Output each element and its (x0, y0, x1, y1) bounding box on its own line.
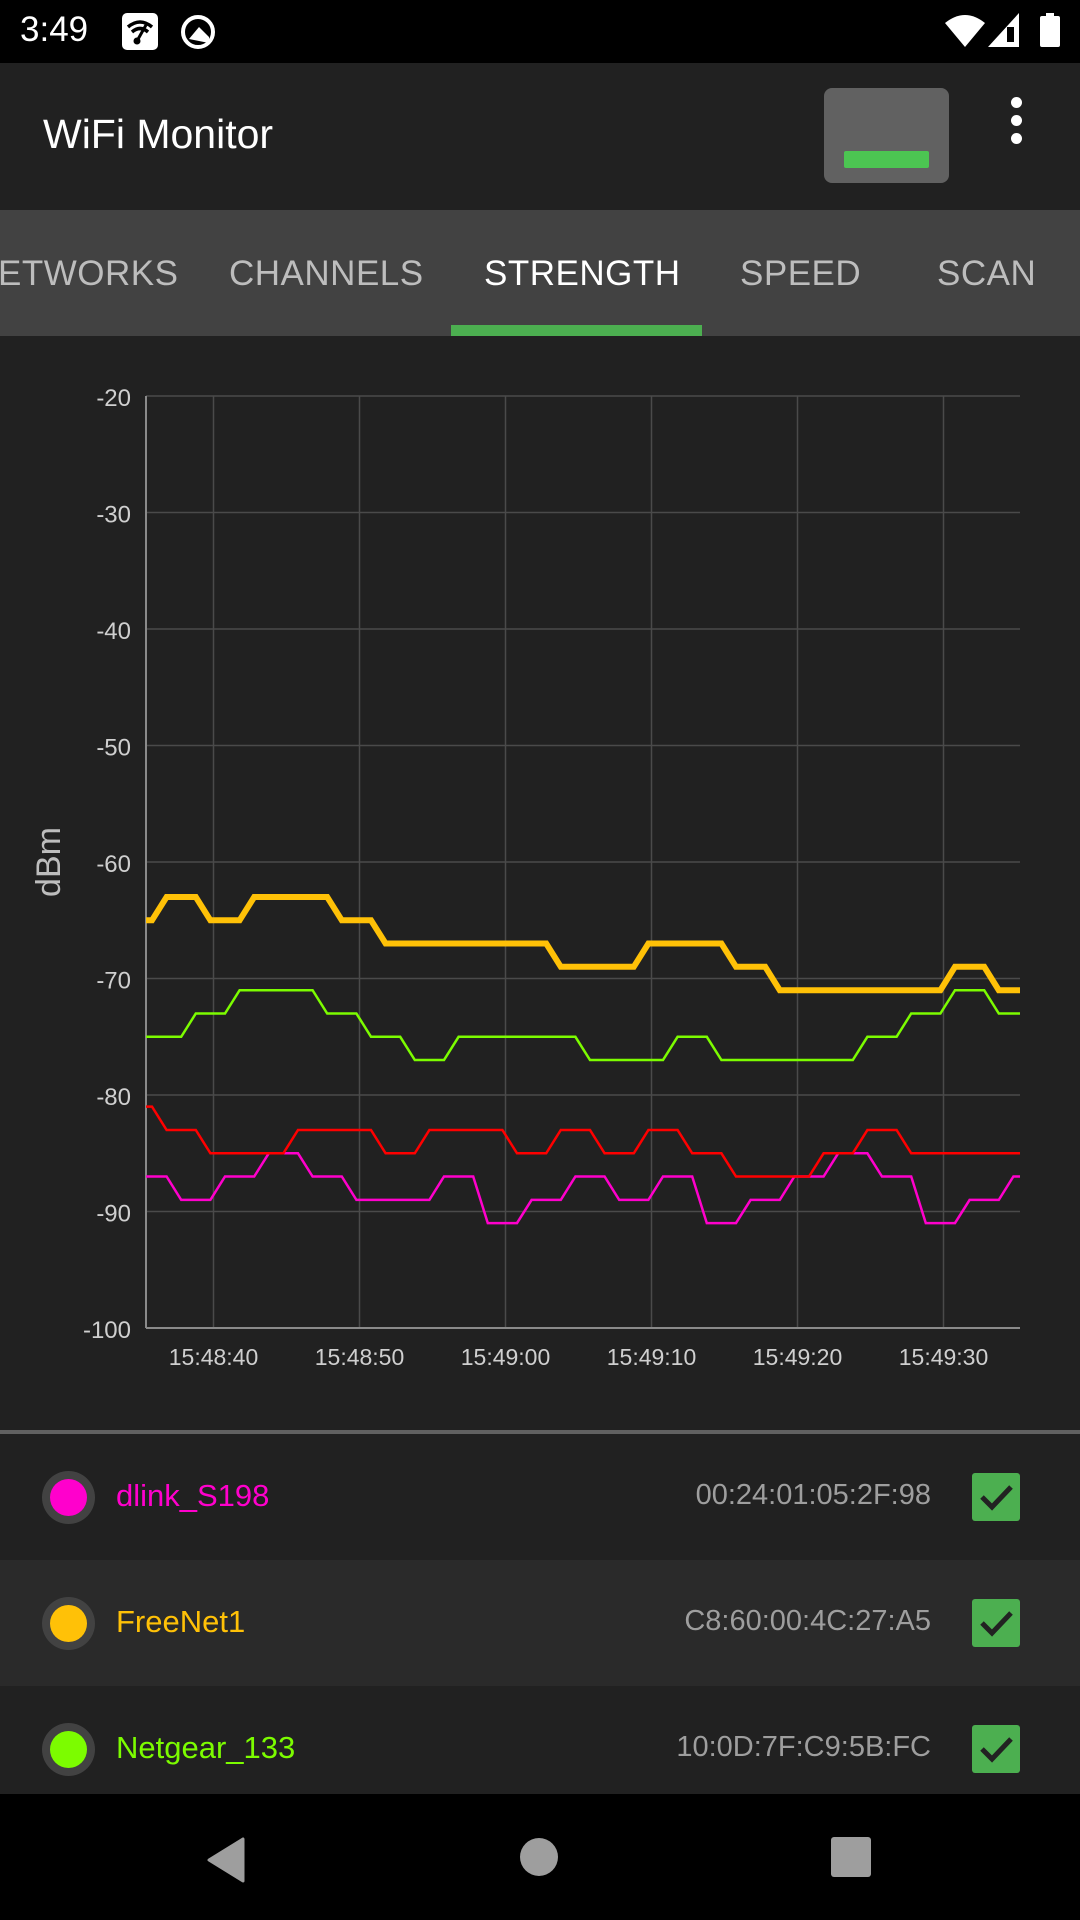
tab-scan[interactable]: SCAN (937, 254, 1037, 293)
network-ssid: FreeNet1 (116, 1604, 246, 1639)
screen-toggle-button[interactable] (824, 88, 949, 183)
status-bar: 3:49 (0, 0, 1080, 63)
color-dot-icon (42, 1471, 95, 1524)
svg-text:15:48:40: 15:48:40 (169, 1344, 259, 1370)
y-axis-tick-label: -60 (96, 851, 131, 878)
color-dot-icon (42, 1597, 95, 1650)
list-item[interactable]: Netgear_133 10:0D:7F:C9:5B:FC (0, 1686, 1080, 1794)
svg-text:15:49:30: 15:49:30 (899, 1344, 989, 1370)
status-time: 3:49 (20, 10, 89, 49)
svg-text:15:48:50: 15:48:50 (315, 1344, 405, 1370)
wifi-speed-app-icon (122, 13, 158, 50)
signal-strength-chart[interactable]: -20 -30 -40 -50 -60 -70 -80 -90 -100 15:48:40 15:4… (0, 336, 1080, 1430)
list-item[interactable]: dlink_S198 00:24:01:05:2F:98 (0, 1434, 1080, 1560)
network-mac: C8:60:00:4C:27:A5 (684, 1605, 931, 1637)
svg-text:dBm: dBm (30, 827, 68, 897)
app-title: WiFi Monitor (43, 111, 274, 157)
series-color (50, 1479, 87, 1516)
tab-bar: ETWORKS CHANNELS STRENGTH SPEED SCAN (0, 210, 1080, 336)
android-q-icon (181, 15, 215, 49)
back-icon[interactable] (205, 1837, 245, 1883)
color-dot-icon (42, 1723, 95, 1776)
y-axis-tick-label: -100 (83, 1317, 131, 1344)
svg-text:15:49:10: 15:49:10 (607, 1344, 697, 1370)
wifi-signal-icon (945, 15, 985, 47)
checkbox-checked-icon[interactable] (972, 1725, 1020, 1773)
series-color (50, 1605, 87, 1642)
tab-strength[interactable]: STRENGTH (484, 254, 681, 293)
active-tab-indicator (451, 325, 702, 336)
chart-list-divider (0, 1430, 1080, 1434)
list-item[interactable]: FreeNet1 C8:60:00:4C:27:A5 (0, 1560, 1080, 1686)
screen-toggle-icon (844, 151, 929, 168)
overflow-menu-button[interactable] (996, 91, 1036, 181)
more-vert-icon (1011, 115, 1022, 126)
tab-speed[interactable]: SPEED (740, 254, 862, 293)
network-list: dlink_S198 00:24:01:05:2F:98 FreeNet1 C8… (0, 1434, 1080, 1794)
y-axis-tick-label: -20 (96, 385, 131, 412)
app-bar: WiFi Monitor (0, 63, 1080, 210)
series-color (50, 1731, 87, 1768)
system-nav-bar (0, 1794, 1080, 1920)
chart-canvas: -20 -30 -40 -50 -60 -70 -80 -90 -100 15:48:40 15:4… (30, 385, 1020, 1370)
home-icon[interactable] (519, 1837, 559, 1877)
svg-text:15:49:00: 15:49:00 (461, 1344, 551, 1370)
recents-icon[interactable] (831, 1837, 871, 1877)
more-vert-icon (1011, 133, 1022, 144)
network-ssid: Netgear_133 (116, 1730, 296, 1765)
y-axis-tick-label: -30 (96, 502, 131, 529)
cellular-signal-icon (988, 13, 1019, 47)
tab-channels[interactable]: CHANNELS (229, 254, 424, 293)
network-mac: 10:0D:7F:C9:5B:FC (676, 1731, 931, 1763)
svg-text:15:49:20: 15:49:20 (753, 1344, 843, 1370)
y-axis-tick-label: -40 (96, 618, 131, 645)
network-ssid: dlink_S198 (116, 1478, 270, 1513)
y-axis-tick-label: -50 (96, 735, 131, 762)
network-mac: 00:24:01:05:2F:98 (695, 1479, 931, 1511)
y-axis-tick-label: -70 (96, 968, 131, 995)
tab-networks[interactable]: ETWORKS (0, 254, 179, 293)
y-axis-tick-label: -90 (96, 1201, 131, 1228)
more-vert-icon (1011, 97, 1022, 108)
y-axis-tick-label: -80 (96, 1084, 131, 1111)
battery-icon (1040, 13, 1060, 47)
checkbox-checked-icon[interactable] (972, 1599, 1020, 1647)
checkbox-checked-icon[interactable] (972, 1473, 1020, 1521)
